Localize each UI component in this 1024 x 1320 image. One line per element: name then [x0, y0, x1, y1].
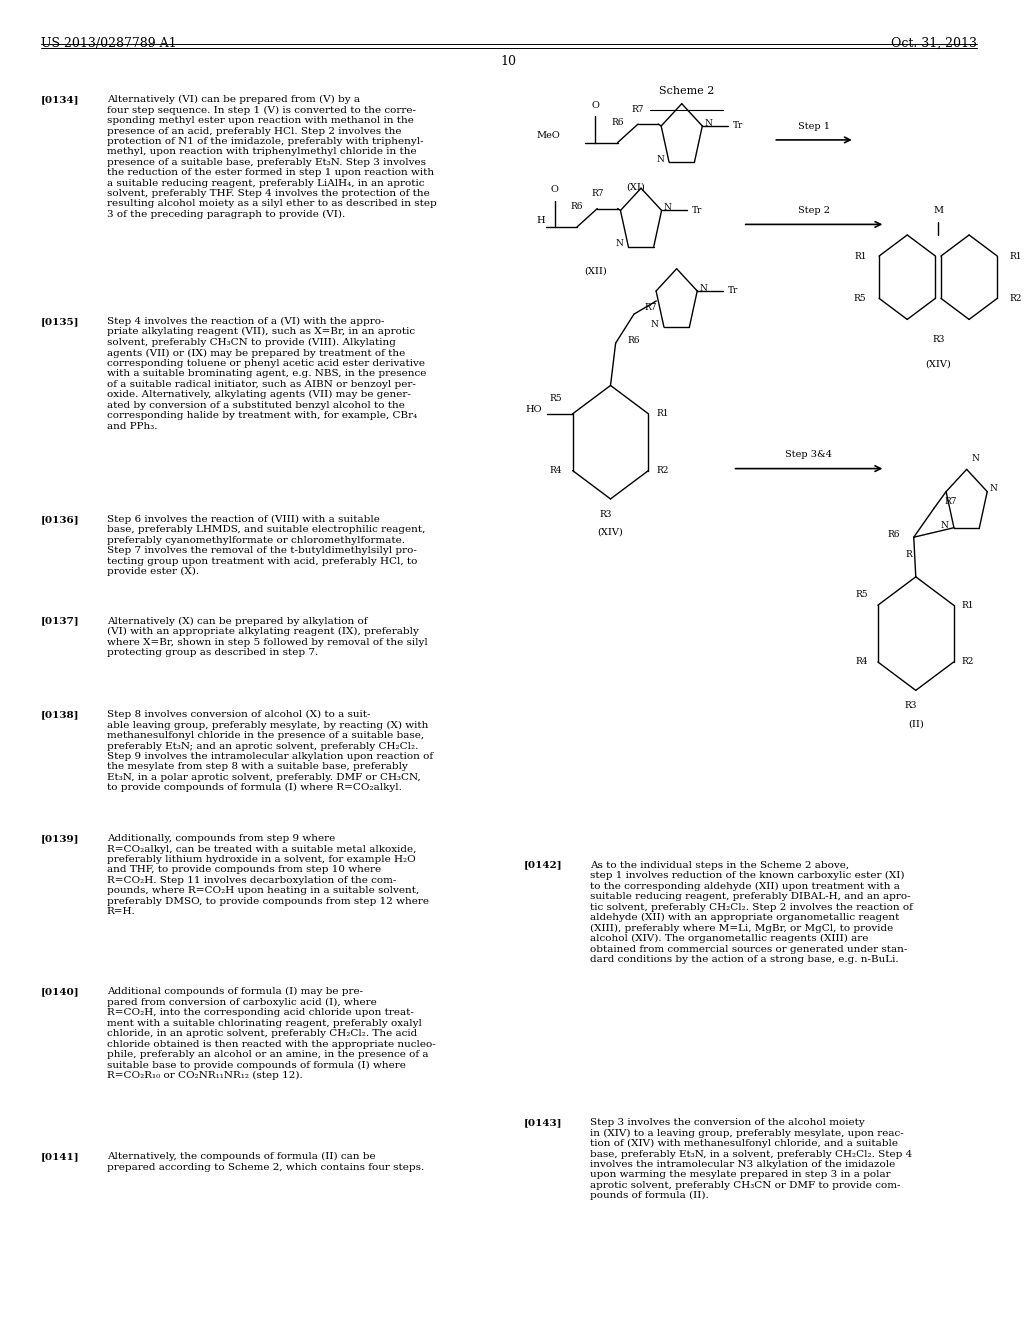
- Text: Step 3&4: Step 3&4: [785, 450, 833, 459]
- Text: [0136]: [0136]: [41, 515, 79, 524]
- Text: N: N: [989, 484, 997, 494]
- Text: R5: R5: [854, 294, 866, 302]
- Text: R4: R4: [855, 657, 867, 667]
- Text: As to the individual steps in the Scheme 2 above,
step 1 involves reduction of t: As to the individual steps in the Scheme…: [590, 861, 913, 964]
- Text: (II): (II): [908, 719, 924, 729]
- Text: [0137]: [0137]: [41, 616, 79, 626]
- Text: Step 6 involves the reaction of (VIII) with a suitable
base, preferably LHMDS, a: Step 6 involves the reaction of (VIII) w…: [106, 515, 425, 576]
- Text: R2: R2: [656, 466, 669, 475]
- Text: R6: R6: [570, 202, 584, 211]
- Text: Alternatively, the compounds of formula (II) can be
prepared according to Scheme: Alternatively, the compounds of formula …: [106, 1152, 424, 1172]
- Text: (XIV): (XIV): [598, 528, 624, 537]
- Text: [0138]: [0138]: [41, 710, 79, 719]
- Text: (XI): (XI): [627, 182, 645, 191]
- Text: R3: R3: [932, 335, 944, 345]
- Text: Tr: Tr: [733, 121, 743, 131]
- Text: R4: R4: [550, 466, 562, 475]
- Text: R6: R6: [628, 337, 640, 345]
- Text: [0143]: [0143]: [524, 1118, 562, 1127]
- Text: R1: R1: [1010, 252, 1022, 260]
- Text: N: N: [651, 319, 658, 329]
- Text: Additionally, compounds from step 9 where
R=CO₂alkyl, can be treated with a suit: Additionally, compounds from step 9 wher…: [106, 834, 429, 916]
- Text: R1: R1: [656, 409, 669, 418]
- Text: US 2013/0287789 A1: US 2013/0287789 A1: [41, 37, 176, 50]
- Text: R7: R7: [644, 304, 656, 312]
- Text: H: H: [537, 216, 545, 224]
- Text: [0139]: [0139]: [41, 834, 79, 843]
- Text: Alternatively (X) can be prepared by alkylation of
(VI) with an appropriate alky: Alternatively (X) can be prepared by alk…: [106, 616, 428, 657]
- Text: R: R: [905, 550, 912, 560]
- Text: Additional compounds of formula (I) may be pre-
pared from conversion of carboxy: Additional compounds of formula (I) may …: [106, 987, 435, 1080]
- Text: R2: R2: [962, 657, 974, 667]
- Text: (XIV): (XIV): [926, 359, 951, 368]
- Text: Step 8 involves conversion of alcohol (X) to a suit-
able leaving group, prefera: Step 8 involves conversion of alcohol (X…: [106, 710, 433, 792]
- Text: [0134]: [0134]: [41, 95, 79, 104]
- Text: R6: R6: [611, 117, 624, 127]
- Text: N: N: [615, 239, 624, 248]
- Text: N: N: [656, 154, 664, 164]
- Text: N: N: [941, 520, 949, 529]
- Text: R5: R5: [550, 395, 562, 404]
- Text: N: N: [972, 454, 980, 463]
- Text: R7: R7: [591, 189, 603, 198]
- Text: R2: R2: [1010, 294, 1022, 302]
- Text: N: N: [664, 203, 672, 213]
- Text: [0142]: [0142]: [524, 861, 562, 870]
- Text: N: N: [699, 284, 708, 293]
- Text: [0141]: [0141]: [41, 1152, 79, 1162]
- Text: O: O: [591, 100, 599, 110]
- Text: R1: R1: [962, 601, 974, 610]
- Text: R7: R7: [944, 498, 956, 506]
- Text: Tr: Tr: [692, 206, 702, 215]
- Text: Step 3 involves the conversion of the alcohol moiety
in (XIV) to a leaving group: Step 3 involves the conversion of the al…: [590, 1118, 912, 1200]
- Text: R5: R5: [855, 590, 867, 599]
- Text: R3: R3: [904, 701, 916, 710]
- Text: (XII): (XII): [584, 267, 606, 276]
- Text: [0135]: [0135]: [41, 317, 79, 326]
- Text: O: O: [551, 185, 558, 194]
- Text: R7: R7: [632, 104, 644, 114]
- Text: R6: R6: [887, 531, 899, 539]
- Text: HO: HO: [525, 405, 542, 414]
- Text: N: N: [705, 119, 713, 128]
- Text: Scheme 2: Scheme 2: [659, 86, 715, 96]
- Text: R1: R1: [854, 252, 866, 260]
- Text: M: M: [933, 206, 943, 215]
- Text: Step 1: Step 1: [798, 121, 830, 131]
- Text: Oct. 31, 2013: Oct. 31, 2013: [891, 37, 977, 50]
- Text: Step 4 involves the reaction of a (VI) with the appro-
priate alkylating reagent: Step 4 involves the reaction of a (VI) w…: [106, 317, 426, 430]
- Text: Tr: Tr: [728, 286, 738, 296]
- Text: Step 2: Step 2: [798, 206, 830, 215]
- Text: R3: R3: [599, 510, 611, 519]
- Text: Alternatively (VI) can be prepared from (V) by a
four step sequence. In step 1 (: Alternatively (VI) can be prepared from …: [106, 95, 436, 219]
- Text: MeO: MeO: [537, 132, 560, 140]
- Text: [0140]: [0140]: [41, 987, 79, 997]
- Text: 10: 10: [501, 55, 517, 69]
